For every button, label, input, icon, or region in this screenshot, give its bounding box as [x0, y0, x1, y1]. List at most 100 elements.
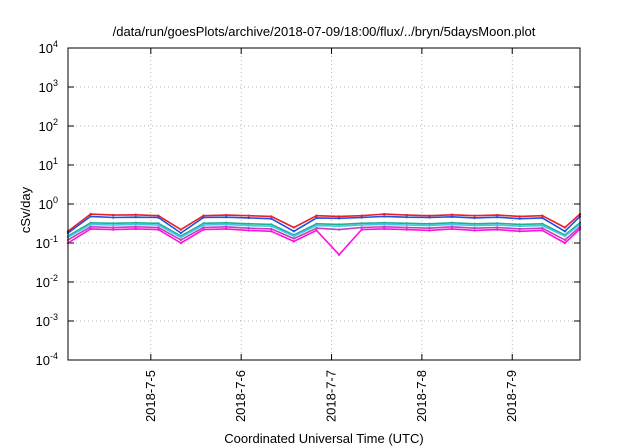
data-point — [224, 225, 228, 229]
x-axis-label: Coordinated Universal Time (UTC) — [224, 431, 423, 446]
data-point — [157, 214, 160, 217]
data-point — [383, 223, 386, 226]
series-line-5 — [67, 226, 581, 241]
data-point — [89, 212, 92, 216]
y-tick-label: 104 — [39, 39, 58, 56]
data-point — [473, 229, 476, 232]
data-point — [111, 216, 115, 219]
data-point — [179, 228, 183, 231]
y-tick-label: 100 — [39, 195, 58, 212]
data-point — [247, 226, 250, 230]
x-tick-label: 2018-7-6 — [233, 370, 248, 422]
data-point — [134, 213, 137, 216]
data-point — [247, 224, 250, 227]
data-point — [541, 226, 544, 230]
data-point — [405, 228, 409, 231]
data-point — [360, 222, 363, 225]
data-point — [179, 236, 183, 239]
data-point — [541, 224, 544, 227]
data-point — [383, 215, 386, 218]
data-point — [541, 229, 544, 232]
y-tick-label: 103 — [39, 78, 58, 95]
x-tick-label: 2018-7-8 — [414, 370, 429, 422]
data-point — [292, 237, 296, 240]
data-point — [563, 230, 567, 233]
data-point — [157, 228, 160, 231]
data-point — [157, 223, 160, 227]
data-point — [134, 227, 137, 231]
data-point — [563, 238, 567, 242]
series-line-3 — [67, 222, 581, 237]
grid-lines — [68, 47, 580, 361]
y-tick-label: 10-3 — [36, 312, 58, 329]
data-point — [495, 228, 499, 231]
data-point — [89, 227, 92, 231]
data-point — [518, 224, 521, 228]
data-point — [518, 217, 521, 220]
data-point — [224, 223, 228, 226]
data-point — [541, 214, 544, 217]
data-point — [157, 222, 160, 225]
data-point — [495, 226, 499, 229]
data-point — [111, 223, 115, 227]
data-point — [383, 212, 386, 216]
data-point — [337, 228, 341, 231]
data-point — [315, 222, 318, 226]
y-tick-labels: 10-4 10-3 10-2 10-1 100 101 102 103 104 — [36, 39, 58, 368]
data-point — [89, 215, 92, 218]
data-point — [518, 223, 521, 226]
data-point — [541, 222, 544, 226]
data-point — [473, 224, 476, 227]
data-point — [247, 214, 250, 217]
data-point — [134, 215, 137, 219]
y-tick-label: 10-1 — [36, 234, 58, 251]
data-point — [179, 241, 183, 245]
x-tick-label: 2018-7-7 — [324, 370, 339, 422]
data-point — [337, 224, 341, 228]
data-point — [360, 214, 363, 217]
data-point — [134, 223, 137, 226]
data-point — [202, 222, 205, 225]
data-point — [111, 222, 115, 225]
data-point — [89, 225, 92, 229]
data-point — [111, 226, 115, 229]
data-point — [157, 226, 160, 229]
data-point — [405, 213, 409, 217]
data-point — [111, 213, 115, 217]
data-point — [157, 216, 160, 219]
data-point — [247, 229, 250, 232]
data-point — [495, 223, 499, 227]
data-point — [405, 215, 409, 219]
data-point — [202, 226, 205, 229]
chart-title: /data/run/goesPlots/archive/2018-07-09/1… — [113, 24, 536, 39]
data-point — [202, 228, 205, 231]
data-point — [315, 214, 318, 217]
data-point — [202, 214, 205, 217]
data-point — [337, 223, 341, 226]
x-tick-label: 2018-7-5 — [143, 370, 158, 422]
data-point — [518, 215, 521, 218]
plot-frame — [67, 47, 581, 361]
data-point — [315, 229, 318, 232]
data-point — [134, 225, 137, 229]
data-point — [292, 240, 296, 243]
data-point — [337, 253, 341, 256]
series-line-4 — [67, 223, 581, 239]
x-tick-labels: 2018-7-5 2018-7-6 2018-7-7 2018-7-8 2018-7-9 — [143, 370, 519, 422]
data-point — [247, 216, 250, 220]
data-point — [247, 222, 250, 226]
data-point — [360, 228, 363, 231]
data-point — [202, 216, 205, 219]
data-point — [315, 216, 318, 220]
data-point — [292, 234, 296, 238]
data-point — [224, 215, 228, 219]
data-point — [270, 224, 273, 228]
series-line-6 — [67, 228, 581, 256]
data-point — [405, 223, 409, 227]
data-point — [541, 216, 544, 220]
data-point — [428, 214, 431, 217]
data-point — [518, 227, 521, 231]
data-point — [405, 226, 409, 229]
y-tick-label: 102 — [39, 117, 58, 134]
